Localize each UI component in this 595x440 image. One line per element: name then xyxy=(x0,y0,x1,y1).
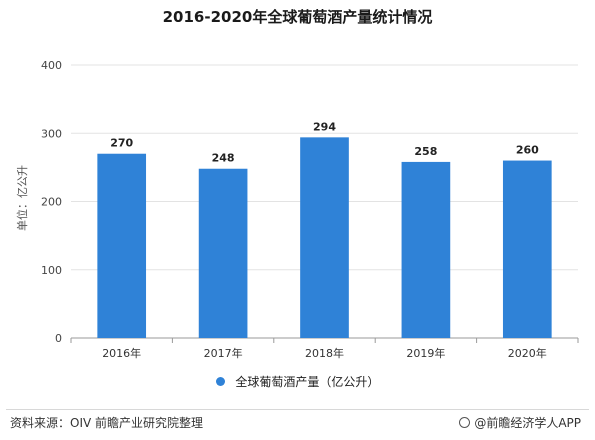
data-label: 270 xyxy=(110,137,133,150)
x-tick-label: 2017年 xyxy=(204,346,243,360)
legend-label: 全球葡萄酒产量（亿公升） xyxy=(235,375,380,389)
data-label: 260 xyxy=(516,144,539,157)
brand-credit: @前瞻经济学人APP xyxy=(459,414,581,431)
legend-swatch xyxy=(215,377,225,386)
x-tick-label: 2018年 xyxy=(305,346,344,360)
y-tick-label: 300 xyxy=(41,127,62,140)
footer-divider xyxy=(6,409,589,410)
brand-icon xyxy=(459,417,471,428)
legend: 全球葡萄酒产量（亿公升） xyxy=(0,373,595,390)
chart-title: 2016-2020年全球葡萄酒产量统计情况 xyxy=(162,8,433,26)
footer: 资料来源：OIV 前瞻产业研究院整理 @前瞻经济学人APP xyxy=(6,412,589,432)
x-tick-label: 2016年 xyxy=(102,346,141,360)
bar xyxy=(97,153,147,338)
brand-text: @前瞻经济学人APP xyxy=(474,416,581,430)
bar xyxy=(502,160,552,338)
data-label: 258 xyxy=(414,145,437,158)
y-tick-label: 200 xyxy=(41,196,62,209)
data-label: 248 xyxy=(212,152,235,165)
x-tick-label: 2020年 xyxy=(508,346,547,360)
bar xyxy=(198,168,248,338)
y-tick-label: 0 xyxy=(55,332,62,345)
x-tick-label: 2019年 xyxy=(406,346,445,360)
bar xyxy=(401,161,451,338)
y-tick-label: 400 xyxy=(41,59,62,72)
bar xyxy=(300,137,349,338)
y-tick-label: 100 xyxy=(41,264,62,277)
data-label: 294 xyxy=(313,120,336,133)
source-note: 资料来源：OIV 前瞻产业研究院整理 xyxy=(10,416,204,430)
